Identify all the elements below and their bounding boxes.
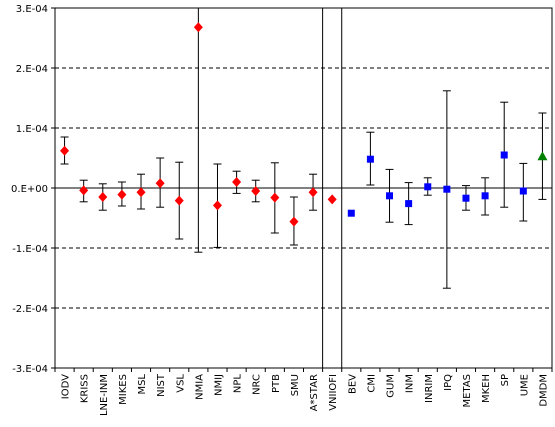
x-tick-label: INRIM [424, 374, 435, 403]
grid-lines [55, 67, 552, 309]
data-point-diamond [174, 195, 184, 206]
x-tick-label: DMDM [538, 374, 549, 407]
x-tick-label: A*STAR [309, 374, 320, 411]
y-axis-ticks: 3.E-04 2.E-04 1.E-04 0.E+00 -1.E-04 -2.E-04 -3… [11, 4, 55, 375]
y-tick-label: 1.E-04 [16, 124, 48, 135]
y-tick-label: -1.E-04 [12, 244, 48, 255]
y-tick-label: -2.E-04 [12, 304, 48, 315]
x-tick-label: VNIIOFI [328, 374, 339, 411]
data-point-square [500, 151, 508, 159]
data-point-square [519, 187, 527, 195]
data-point-square [424, 183, 432, 191]
data-point-square [366, 155, 374, 163]
x-tick-label: KRISS [80, 374, 91, 403]
data-point-square [347, 209, 355, 217]
data-point-square [443, 185, 451, 193]
x-tick-label: NRC [252, 374, 263, 395]
x-tick-label: UME [519, 374, 530, 396]
data-point-diamond [308, 187, 318, 198]
x-tick-label: NPL [233, 374, 244, 394]
x-tick-label: MIKES [118, 374, 129, 405]
x-tick-label: MSL [137, 374, 148, 395]
data-point-diamond [60, 145, 70, 156]
x-tick-label: PTB [271, 374, 282, 393]
data-point-diamond [193, 22, 203, 33]
x-tick-label: MKEH [481, 374, 492, 403]
data-point-square [405, 200, 413, 208]
data-point-diamond [289, 216, 299, 227]
data-point-diamond [136, 187, 146, 198]
x-tick-label: NMIJ [213, 374, 224, 396]
x-tick-label: METAS [462, 374, 473, 407]
x-tick-label: NIST [156, 373, 167, 397]
x-tick-label: IPQ [443, 374, 454, 391]
data-point-diamond [212, 200, 222, 211]
data-point-diamond [270, 192, 280, 203]
data-point-triangle [537, 151, 548, 161]
data-point-diamond [251, 186, 261, 196]
x-tick-label: SP [500, 374, 511, 386]
x-tick-label: BEV [347, 374, 358, 394]
x-tick-label: INM [405, 374, 416, 393]
group-dividers [322, 8, 343, 368]
x-tick-label: GUM [386, 374, 397, 398]
x-tick-label: CMI [366, 374, 377, 393]
data-point-diamond [155, 178, 165, 189]
data-point-diamond [98, 192, 108, 202]
x-tick-label: IODV [61, 374, 72, 399]
x-tick-label: SMU [290, 374, 301, 396]
data-point-diamond [232, 177, 242, 187]
x-tick-label: VSL [175, 374, 186, 393]
data-point-square [481, 192, 489, 200]
y-tick-label: 2.E-04 [16, 64, 48, 75]
data-point-diamond [327, 194, 337, 205]
data-point-square [462, 194, 470, 202]
data-point-diamond [117, 189, 127, 200]
x-tick-label: NMIA [194, 374, 205, 400]
y-tick-label: 0.E+00 [11, 184, 48, 195]
x-tick-label: LNE-INM [99, 374, 110, 416]
y-tick-label: -3.E-04 [12, 364, 48, 375]
data-markers [60, 22, 548, 227]
y-tick-label: 3.E-04 [16, 4, 48, 15]
data-point-diamond [79, 185, 89, 196]
x-axis-ticks: IODV KRISS LNE-INM MIKES MSL NIST VSL NMIA NMIJ N… [54, 368, 553, 416]
data-point-square [386, 192, 394, 200]
